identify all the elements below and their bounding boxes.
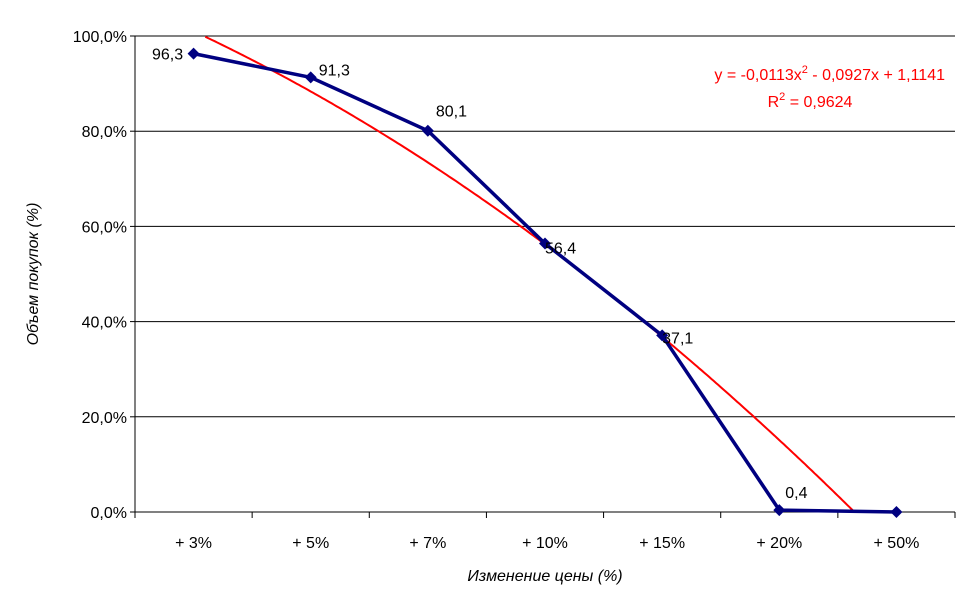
data-point-marker: [187, 47, 200, 60]
x-axis: + 3% + 5% + 7% + 10% + 15% + 20% + 50%: [134, 36, 956, 552]
data-point-marker: [656, 329, 669, 342]
x-tick-label: + 50%: [874, 535, 920, 552]
series-polyline: [193, 51, 897, 514]
y-tick-label: 60,0%: [82, 219, 127, 236]
data-label: 0,4: [785, 485, 807, 502]
data-label: 96,3: [152, 47, 183, 64]
data-point-marker: [421, 124, 434, 137]
y-tick-label: 100,0%: [73, 29, 127, 46]
x-tick-label: + 15%: [639, 535, 685, 552]
y-tick-label: 80,0%: [82, 124, 127, 141]
x-tick-label: + 7%: [409, 535, 446, 552]
x-tick-label: + 20%: [756, 535, 802, 552]
y-tick-label: 40,0%: [82, 315, 127, 332]
data-label: 37,1: [662, 330, 693, 347]
x-axis-title: Изменение цены (%): [467, 568, 622, 585]
data-point-marker: [304, 71, 317, 84]
y-axis-title: Объем покупок (%): [25, 203, 42, 346]
data-label: 56,4: [545, 241, 576, 258]
data-labels: 96,3 91,3 80,1 56,4 37,1 0,4: [152, 47, 808, 502]
y-axis-ticks: 0,0% 20,0% 40,0% 60,0% 80,0% 100,0%: [73, 29, 135, 522]
trendline-equation: y = -0,0113x2 - 0,0927x + 1,1141: [714, 64, 945, 84]
x-tick-label: + 10%: [522, 535, 568, 552]
data-label: 80,1: [436, 104, 467, 121]
x-tick-label: + 3%: [175, 535, 212, 552]
data-point-marker: [890, 506, 903, 518]
y-tick-label: 0,0%: [91, 505, 127, 522]
x-tick-label: + 5%: [292, 535, 329, 552]
y-tick-label: 20,0%: [82, 410, 127, 427]
trendline: [204, 35, 855, 513]
data-label: 91,3: [319, 62, 350, 79]
trendline-r2: R2 = 0,9624: [768, 91, 853, 111]
data-point-marker: [773, 504, 786, 517]
data-point-marker: [539, 237, 551, 250]
series-line: [187, 47, 903, 518]
